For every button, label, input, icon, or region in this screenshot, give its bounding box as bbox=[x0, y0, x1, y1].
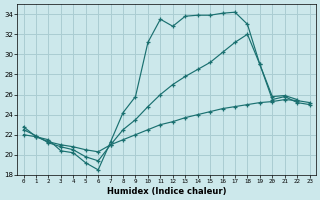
X-axis label: Humidex (Indice chaleur): Humidex (Indice chaleur) bbox=[107, 187, 226, 196]
